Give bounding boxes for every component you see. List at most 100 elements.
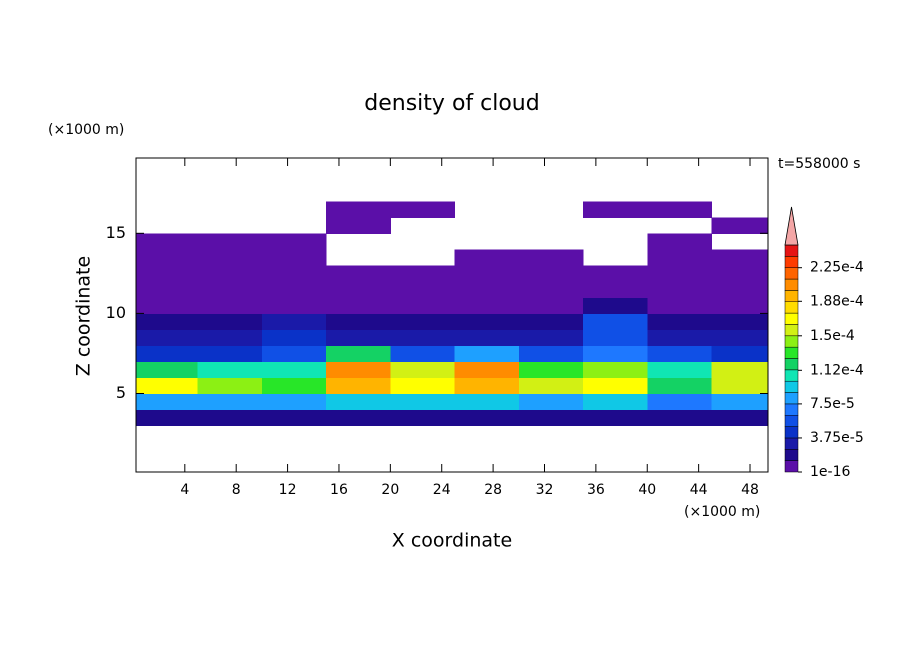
colorbar-tick-label: 1.5e-4: [810, 328, 855, 344]
x-tick-label: 36: [587, 482, 605, 498]
colorbar-tick-label: 1.12e-4: [810, 362, 864, 378]
cell: [583, 169, 648, 186]
cell: [454, 281, 520, 298]
cell: [136, 313, 199, 330]
cell: [518, 377, 584, 394]
cell: [647, 265, 712, 282]
cell: [647, 329, 712, 346]
cell: [519, 185, 584, 202]
x-axis-title: X coordinate: [392, 530, 512, 552]
cell: [133, 169, 198, 186]
cell: [519, 426, 584, 443]
x-tick-label: 32: [536, 482, 554, 498]
cell: [647, 393, 712, 411]
y-tick-label: 15: [106, 223, 126, 242]
cell: [261, 393, 327, 411]
cell: [197, 249, 263, 266]
cell: [133, 201, 198, 218]
cell: [583, 185, 648, 202]
cell: [197, 297, 263, 314]
cell: [519, 233, 584, 250]
cell: [455, 426, 520, 443]
cell: [198, 442, 263, 459]
cell: [583, 426, 648, 443]
field: [133, 153, 776, 459]
cell: [261, 409, 327, 427]
colorbar-band: [784, 244, 799, 257]
colorbar-band: [784, 403, 799, 416]
x-tick-label: 40: [638, 482, 656, 498]
cell: [197, 361, 263, 378]
cell: [518, 393, 584, 411]
cell: [136, 265, 199, 282]
cell: [519, 442, 584, 459]
cell: [197, 281, 263, 298]
cell: [262, 217, 327, 234]
cell: [454, 393, 520, 411]
cell: [197, 313, 263, 330]
x-tick-label: 8: [232, 482, 241, 498]
y-tick-label: 5: [116, 383, 126, 402]
cell: [711, 345, 768, 362]
cell: [136, 297, 199, 314]
cell: [455, 217, 520, 234]
cell: [390, 185, 455, 202]
cell: [198, 153, 263, 170]
cell: [711, 329, 768, 346]
cell: [454, 329, 520, 346]
y-unit: (×1000 m): [48, 122, 124, 138]
cell: [711, 249, 768, 266]
x-tick-label: 44: [690, 482, 708, 498]
cell: [326, 201, 391, 218]
cell: [455, 153, 520, 170]
cell: [711, 426, 776, 443]
colorbar-band: [784, 437, 799, 450]
cell: [519, 217, 584, 234]
cell: [455, 233, 520, 250]
cell: [647, 217, 712, 234]
cell: [197, 345, 263, 362]
cell: [454, 313, 520, 330]
cell: [583, 265, 648, 282]
cell: [136, 281, 199, 298]
cell: [197, 377, 263, 394]
cell: [518, 297, 584, 314]
cell: [518, 329, 584, 346]
cell: [519, 169, 584, 186]
cell: [326, 249, 391, 266]
cell: [711, 313, 768, 330]
cell: [583, 249, 648, 266]
cell: [647, 249, 712, 266]
cell: [390, 377, 456, 394]
cell: [136, 393, 199, 411]
cell: [136, 345, 199, 362]
cell: [390, 393, 456, 411]
cell: [197, 329, 263, 346]
colorbar-tick-label: 7.5e-5: [810, 396, 855, 412]
colorbar-band: [784, 312, 799, 325]
cell: [390, 313, 456, 330]
cell: [711, 361, 768, 378]
cell: [647, 185, 712, 202]
colorbar-band: [784, 278, 799, 291]
cell: [711, 377, 768, 394]
cell: [326, 265, 391, 282]
cell: [390, 217, 455, 234]
cell: [326, 361, 391, 378]
colorbar-band: [784, 324, 799, 337]
cell: [647, 169, 712, 186]
colorbar-band: [784, 380, 799, 393]
cell: [136, 361, 199, 378]
cell: [198, 169, 263, 186]
cell: [198, 185, 263, 202]
cell: [647, 281, 712, 298]
colorbar-band: [784, 449, 799, 461]
cell: [198, 201, 263, 218]
cell: [454, 409, 520, 427]
cell: [390, 153, 455, 170]
cell: [197, 393, 263, 411]
cell: [647, 233, 712, 250]
cell: [518, 409, 584, 427]
x-tick-label: 24: [433, 482, 451, 498]
cell: [326, 169, 391, 186]
